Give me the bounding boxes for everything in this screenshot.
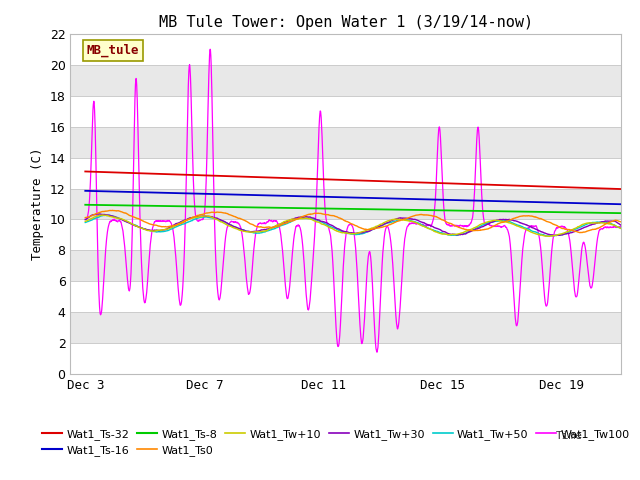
Wat1_Ts0	[175, 222, 182, 228]
Wat1_Tw100	[549, 237, 557, 242]
Legend: Wat1_Ts-32, Wat1_Ts-16, Wat1_Ts-8, Wat1_Ts0, Wat1_Tw+10, Wat1_Tw+30, Wat1_Tw+50,: Wat1_Ts-32, Wat1_Ts-16, Wat1_Ts-8, Wat1_…	[37, 424, 634, 460]
Wat1_Ts-32	[310, 176, 317, 182]
Wat1_Tw+50	[175, 223, 182, 229]
Wat1_Tw+30	[549, 232, 557, 238]
Bar	[70, 189, 621, 219]
Wat1_Ts0	[617, 219, 625, 225]
Bar	[70, 219, 621, 251]
Wat1_Tw+50	[81, 220, 89, 226]
Wat1_Ts-8	[548, 209, 556, 215]
Wat1_Ts-8	[617, 210, 625, 216]
Wat1_Tw+50	[143, 227, 150, 233]
Wat1_Tw100	[607, 224, 614, 230]
Wat1_Ts-32	[617, 186, 625, 192]
Wat1_Tw+30	[310, 216, 318, 221]
Bar	[70, 96, 621, 127]
Wat1_Ts-32	[548, 184, 556, 190]
Wat1_Ts-16	[287, 193, 294, 199]
Wat1_Tw+50	[607, 221, 614, 227]
Wat1_Tw100	[373, 349, 381, 355]
Wat1_Tw+10	[607, 221, 614, 227]
Line: Wat1_Ts-16: Wat1_Ts-16	[85, 191, 621, 204]
Wat1_Ts0	[81, 215, 89, 220]
Line: Wat1_Tw+30: Wat1_Tw+30	[85, 214, 621, 236]
Text: MB_tule: MB_tule	[87, 44, 140, 57]
Bar	[70, 34, 621, 65]
Bar	[70, 127, 621, 157]
Bar	[70, 343, 621, 374]
Wat1_Tw+10	[549, 233, 557, 239]
Wat1_Tw100	[174, 285, 182, 291]
Wat1_Ts-16	[174, 190, 182, 196]
Wat1_Ts-16	[310, 193, 317, 199]
Line: Wat1_Ts-32: Wat1_Ts-32	[85, 171, 621, 189]
Wat1_Tw+30	[81, 216, 89, 222]
Wat1_Ts-32	[143, 170, 150, 176]
Wat1_Ts-8	[174, 204, 182, 209]
Bar	[70, 281, 621, 312]
Wat1_Tw100	[207, 47, 214, 52]
Line: Wat1_Tw+50: Wat1_Tw+50	[85, 215, 621, 236]
Wat1_Tw+10	[175, 221, 182, 227]
Wat1_Ts0	[287, 218, 294, 224]
Text: Time: Time	[556, 431, 582, 441]
Wat1_Ts-32	[81, 168, 89, 174]
Wat1_Tw+30	[607, 218, 614, 224]
Wat1_Ts-32	[287, 175, 294, 181]
Title: MB Tule Tower: Open Water 1 (3/19/14-now): MB Tule Tower: Open Water 1 (3/19/14-now…	[159, 15, 532, 30]
Wat1_Ts-16	[143, 190, 150, 195]
Wat1_Tw+50	[545, 233, 553, 239]
Wat1_Tw+30	[143, 227, 150, 232]
Y-axis label: Temperature (C): Temperature (C)	[31, 148, 44, 260]
Wat1_Ts-8	[607, 210, 614, 216]
Wat1_Tw+30	[287, 217, 294, 223]
Line: Wat1_Tw100: Wat1_Tw100	[85, 49, 621, 352]
Wat1_Tw+10	[617, 226, 625, 231]
Bar	[70, 157, 621, 189]
Wat1_Ts0	[576, 230, 584, 236]
Wat1_Ts-16	[81, 188, 89, 194]
Wat1_Ts-8	[81, 202, 89, 208]
Wat1_Ts-32	[607, 186, 614, 192]
Wat1_Ts0	[143, 220, 150, 226]
Wat1_Ts0	[108, 207, 116, 213]
Wat1_Tw+50	[617, 226, 625, 231]
Wat1_Tw100	[310, 242, 318, 248]
Wat1_Tw+50	[101, 212, 109, 218]
Wat1_Ts-8	[287, 205, 294, 211]
Wat1_Ts0	[607, 219, 614, 225]
Line: Wat1_Ts-8: Wat1_Ts-8	[85, 205, 621, 213]
Wat1_Tw+30	[93, 211, 101, 217]
Bar	[70, 65, 621, 96]
Wat1_Tw100	[287, 270, 294, 276]
Bar	[70, 251, 621, 281]
Wat1_Tw+30	[175, 220, 182, 226]
Wat1_Ts-16	[617, 201, 625, 207]
Wat1_Tw100	[617, 225, 625, 230]
Wat1_Ts0	[310, 211, 318, 216]
Wat1_Tw+30	[552, 233, 560, 239]
Wat1_Tw+10	[287, 216, 294, 222]
Wat1_Tw+50	[549, 233, 557, 239]
Wat1_Ts-8	[143, 203, 150, 209]
Line: Wat1_Ts0: Wat1_Ts0	[85, 210, 621, 233]
Wat1_Tw+10	[81, 218, 89, 224]
Line: Wat1_Tw+10: Wat1_Tw+10	[85, 215, 621, 236]
Wat1_Ts-16	[548, 200, 556, 205]
Wat1_Tw+10	[99, 212, 106, 218]
Wat1_Tw+10	[545, 233, 553, 239]
Wat1_Ts-16	[607, 201, 614, 207]
Wat1_Ts-8	[310, 205, 317, 211]
Wat1_Tw+10	[310, 218, 318, 224]
Wat1_Ts0	[549, 221, 557, 227]
Wat1_Ts-32	[174, 172, 182, 178]
Wat1_Tw+50	[310, 216, 318, 222]
Wat1_Tw100	[81, 216, 89, 222]
Bar	[70, 312, 621, 343]
Wat1_Tw+50	[287, 219, 294, 225]
Wat1_Tw+30	[617, 222, 625, 228]
Wat1_Tw100	[143, 292, 150, 298]
Wat1_Tw+10	[143, 227, 150, 233]
